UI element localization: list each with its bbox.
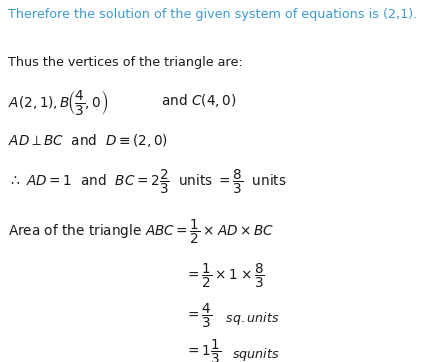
Text: $= \dfrac{4}{3}$: $= \dfrac{4}{3}$ <box>184 302 212 330</box>
Text: $squnits$: $squnits$ <box>231 346 279 362</box>
Text: $AD \perp BC$  and  $D \equiv (2,0)$: $AD \perp BC$ and $D \equiv (2,0)$ <box>8 132 168 149</box>
Text: Thus the vertices of the triangle are:: Thus the vertices of the triangle are: <box>8 56 242 69</box>
Text: and $C(4,0)$: and $C(4,0)$ <box>157 92 236 109</box>
Text: $sq.units$: $sq.units$ <box>221 310 279 327</box>
Text: $A(2,1), B\!\left(\dfrac{4}{3},0\right)$: $A(2,1), B\!\left(\dfrac{4}{3},0\right)$ <box>8 88 108 117</box>
Text: $= \dfrac{1}{2}\times 1\times\dfrac{8}{3}$: $= \dfrac{1}{2}\times 1\times\dfrac{8}{3… <box>184 262 264 290</box>
Text: Therefore the solution of the given system of equations is (2,1).: Therefore the solution of the given syst… <box>8 8 416 21</box>
Text: $= 1\dfrac{1}{3}$: $= 1\dfrac{1}{3}$ <box>184 338 221 362</box>
Text: $\therefore\ AD = 1\ $ and $\ BC=2\dfrac{2}{3}\ $ units $=\dfrac{8}{3}\ $ units: $\therefore\ AD = 1\ $ and $\ BC=2\dfrac… <box>8 168 286 196</box>
Text: Area of the triangle $ABC=\dfrac{1}{2}\times AD \times BC$: Area of the triangle $ABC=\dfrac{1}{2}\t… <box>8 218 274 246</box>
